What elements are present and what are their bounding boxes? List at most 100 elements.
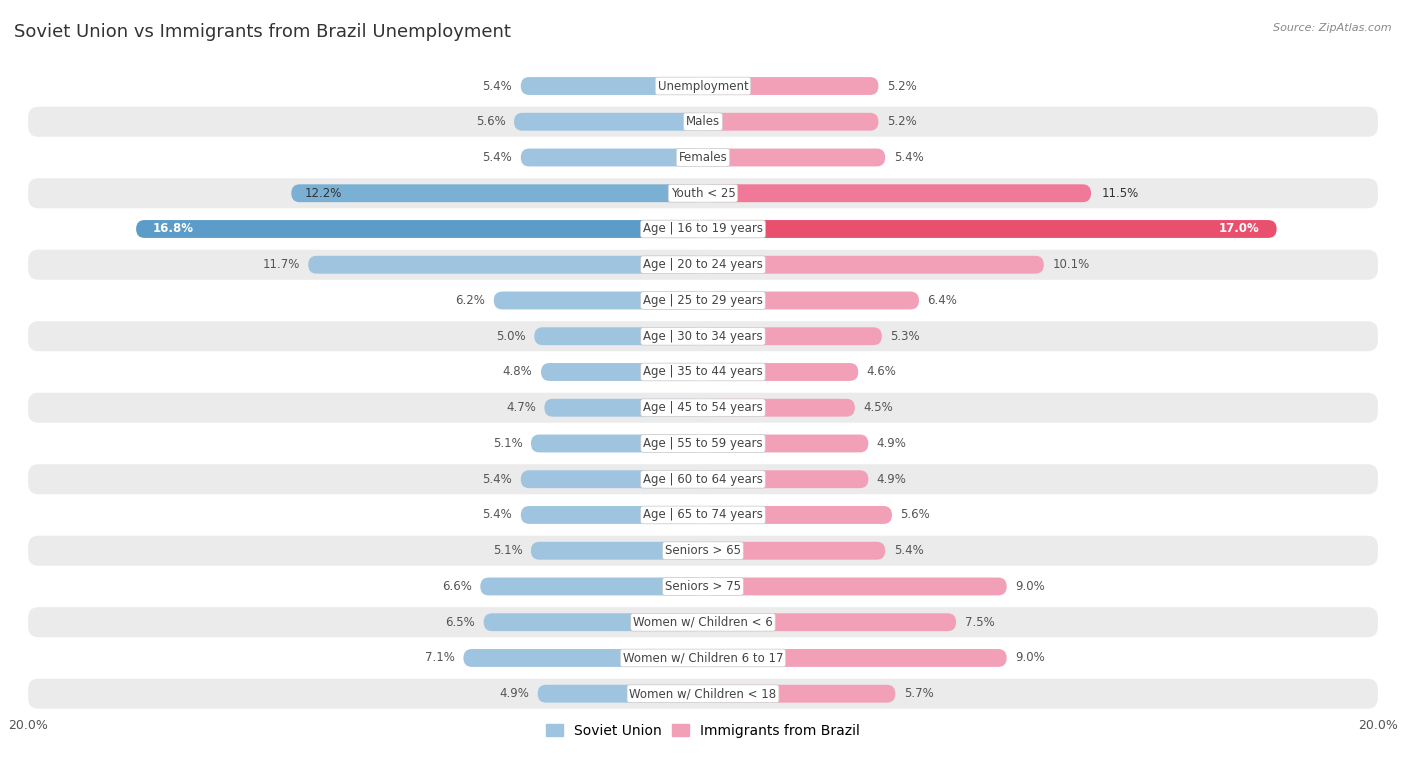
Text: Age | 35 to 44 years: Age | 35 to 44 years — [643, 366, 763, 378]
Text: 6.5%: 6.5% — [446, 615, 475, 629]
FancyBboxPatch shape — [464, 649, 703, 667]
Text: 4.5%: 4.5% — [863, 401, 893, 414]
Text: 4.9%: 4.9% — [499, 687, 529, 700]
Text: 5.4%: 5.4% — [894, 151, 924, 164]
FancyBboxPatch shape — [28, 142, 1378, 173]
FancyBboxPatch shape — [703, 363, 858, 381]
FancyBboxPatch shape — [703, 506, 891, 524]
FancyBboxPatch shape — [520, 470, 703, 488]
Text: 5.4%: 5.4% — [482, 472, 512, 486]
FancyBboxPatch shape — [537, 685, 703, 702]
FancyBboxPatch shape — [28, 357, 1378, 387]
Text: 5.4%: 5.4% — [482, 151, 512, 164]
Text: Soviet Union vs Immigrants from Brazil Unemployment: Soviet Union vs Immigrants from Brazil U… — [14, 23, 510, 41]
FancyBboxPatch shape — [544, 399, 703, 416]
Text: 6.6%: 6.6% — [441, 580, 472, 593]
FancyBboxPatch shape — [28, 107, 1378, 137]
FancyBboxPatch shape — [308, 256, 703, 274]
FancyBboxPatch shape — [703, 77, 879, 95]
FancyBboxPatch shape — [703, 327, 882, 345]
Text: 5.4%: 5.4% — [894, 544, 924, 557]
Text: 9.0%: 9.0% — [1015, 580, 1045, 593]
FancyBboxPatch shape — [28, 250, 1378, 280]
FancyBboxPatch shape — [481, 578, 703, 596]
FancyBboxPatch shape — [703, 148, 886, 167]
Text: 7.1%: 7.1% — [425, 652, 456, 665]
Legend: Soviet Union, Immigrants from Brazil: Soviet Union, Immigrants from Brazil — [540, 718, 866, 743]
FancyBboxPatch shape — [520, 77, 703, 95]
Text: Source: ZipAtlas.com: Source: ZipAtlas.com — [1274, 23, 1392, 33]
FancyBboxPatch shape — [531, 542, 703, 559]
Text: Women w/ Children 6 to 17: Women w/ Children 6 to 17 — [623, 652, 783, 665]
FancyBboxPatch shape — [703, 399, 855, 416]
Text: Age | 20 to 24 years: Age | 20 to 24 years — [643, 258, 763, 271]
Text: 4.9%: 4.9% — [877, 472, 907, 486]
Text: 5.7%: 5.7% — [904, 687, 934, 700]
Text: 5.3%: 5.3% — [890, 330, 920, 343]
FancyBboxPatch shape — [703, 470, 869, 488]
FancyBboxPatch shape — [531, 435, 703, 453]
Text: 5.6%: 5.6% — [900, 509, 931, 522]
FancyBboxPatch shape — [136, 220, 703, 238]
Text: Age | 45 to 54 years: Age | 45 to 54 years — [643, 401, 763, 414]
Text: Youth < 25: Youth < 25 — [671, 187, 735, 200]
FancyBboxPatch shape — [515, 113, 703, 131]
FancyBboxPatch shape — [703, 542, 886, 559]
FancyBboxPatch shape — [484, 613, 703, 631]
FancyBboxPatch shape — [703, 435, 869, 453]
FancyBboxPatch shape — [703, 578, 1007, 596]
FancyBboxPatch shape — [28, 643, 1378, 673]
Text: 5.1%: 5.1% — [492, 544, 523, 557]
FancyBboxPatch shape — [494, 291, 703, 310]
Text: 4.9%: 4.9% — [877, 437, 907, 450]
FancyBboxPatch shape — [703, 291, 920, 310]
FancyBboxPatch shape — [28, 71, 1378, 101]
FancyBboxPatch shape — [28, 572, 1378, 602]
Text: Females: Females — [679, 151, 727, 164]
FancyBboxPatch shape — [541, 363, 703, 381]
Text: 5.4%: 5.4% — [482, 509, 512, 522]
Text: 5.4%: 5.4% — [482, 79, 512, 92]
Text: Seniors > 65: Seniors > 65 — [665, 544, 741, 557]
Text: Age | 55 to 59 years: Age | 55 to 59 years — [643, 437, 763, 450]
Text: 5.6%: 5.6% — [475, 115, 506, 128]
Text: Seniors > 75: Seniors > 75 — [665, 580, 741, 593]
Text: Age | 60 to 64 years: Age | 60 to 64 years — [643, 472, 763, 486]
FancyBboxPatch shape — [520, 506, 703, 524]
FancyBboxPatch shape — [28, 464, 1378, 494]
Text: Age | 30 to 34 years: Age | 30 to 34 years — [643, 330, 763, 343]
Text: 4.8%: 4.8% — [503, 366, 533, 378]
Text: 5.0%: 5.0% — [496, 330, 526, 343]
FancyBboxPatch shape — [28, 607, 1378, 637]
FancyBboxPatch shape — [291, 184, 703, 202]
Text: 12.2%: 12.2% — [305, 187, 342, 200]
Text: 9.0%: 9.0% — [1015, 652, 1045, 665]
Text: 16.8%: 16.8% — [153, 223, 194, 235]
FancyBboxPatch shape — [28, 321, 1378, 351]
FancyBboxPatch shape — [703, 649, 1007, 667]
Text: Unemployment: Unemployment — [658, 79, 748, 92]
FancyBboxPatch shape — [28, 679, 1378, 709]
Text: Males: Males — [686, 115, 720, 128]
Text: 17.0%: 17.0% — [1219, 223, 1260, 235]
FancyBboxPatch shape — [703, 113, 879, 131]
FancyBboxPatch shape — [28, 393, 1378, 422]
FancyBboxPatch shape — [28, 500, 1378, 530]
Text: 7.5%: 7.5% — [965, 615, 994, 629]
Text: Age | 16 to 19 years: Age | 16 to 19 years — [643, 223, 763, 235]
Text: Women w/ Children < 6: Women w/ Children < 6 — [633, 615, 773, 629]
FancyBboxPatch shape — [520, 148, 703, 167]
Text: Age | 65 to 74 years: Age | 65 to 74 years — [643, 509, 763, 522]
Text: 11.7%: 11.7% — [263, 258, 299, 271]
FancyBboxPatch shape — [703, 220, 1277, 238]
Text: 6.4%: 6.4% — [928, 294, 957, 307]
Text: 5.2%: 5.2% — [887, 115, 917, 128]
FancyBboxPatch shape — [703, 184, 1091, 202]
FancyBboxPatch shape — [28, 214, 1378, 244]
FancyBboxPatch shape — [703, 685, 896, 702]
FancyBboxPatch shape — [703, 256, 1043, 274]
Text: 6.2%: 6.2% — [456, 294, 485, 307]
Text: Women w/ Children < 18: Women w/ Children < 18 — [630, 687, 776, 700]
FancyBboxPatch shape — [28, 285, 1378, 316]
Text: Age | 25 to 29 years: Age | 25 to 29 years — [643, 294, 763, 307]
